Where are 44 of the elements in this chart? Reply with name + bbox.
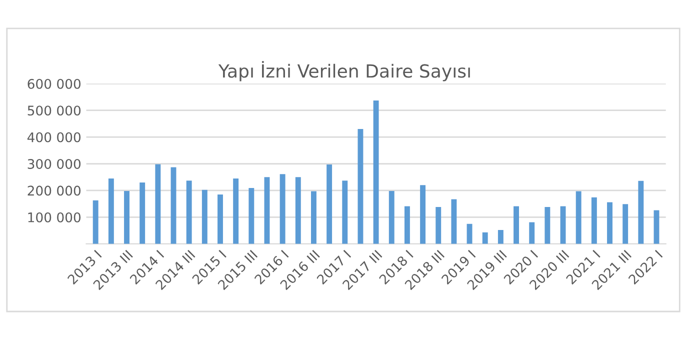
bar xyxy=(140,182,146,244)
bar xyxy=(404,206,410,244)
bar xyxy=(326,164,332,244)
y-tick-label: 600 000 xyxy=(28,78,81,89)
bar xyxy=(218,194,223,244)
bar xyxy=(155,164,161,244)
bar xyxy=(638,180,644,244)
bar xyxy=(529,222,535,244)
bar xyxy=(482,232,488,244)
bar xyxy=(388,190,394,244)
bar xyxy=(170,167,176,244)
chart-title: Yapı İzni Verilen Daire Sayısı xyxy=(218,61,470,82)
bar xyxy=(92,200,98,244)
bar xyxy=(264,177,270,244)
bar xyxy=(622,204,628,244)
y-tick-label: 300 000 xyxy=(28,158,81,169)
bar xyxy=(295,177,301,244)
bar xyxy=(420,185,426,244)
bar xyxy=(576,191,582,244)
bar xyxy=(451,199,457,244)
y-tick-label: 500 000 xyxy=(28,106,81,116)
bar xyxy=(280,174,286,244)
bar xyxy=(311,191,316,244)
bar xyxy=(202,190,208,244)
y-tick-label: 400 000 xyxy=(27,132,81,142)
bar xyxy=(498,230,504,244)
y-tick-label: 100 000 xyxy=(28,212,81,222)
bar xyxy=(248,188,254,244)
bar xyxy=(607,202,612,244)
bar xyxy=(108,178,114,244)
bar xyxy=(342,180,348,244)
y-tick-label: 200 000 xyxy=(28,186,81,196)
bar xyxy=(186,180,192,244)
bar xyxy=(436,207,442,244)
bar xyxy=(124,190,130,244)
bar xyxy=(466,224,472,244)
bar xyxy=(591,197,597,244)
bar xyxy=(358,129,364,244)
bar xyxy=(654,210,660,244)
bar xyxy=(373,100,379,244)
bar xyxy=(514,206,519,244)
bar xyxy=(544,207,550,244)
bar xyxy=(560,206,566,244)
bar xyxy=(233,178,239,244)
